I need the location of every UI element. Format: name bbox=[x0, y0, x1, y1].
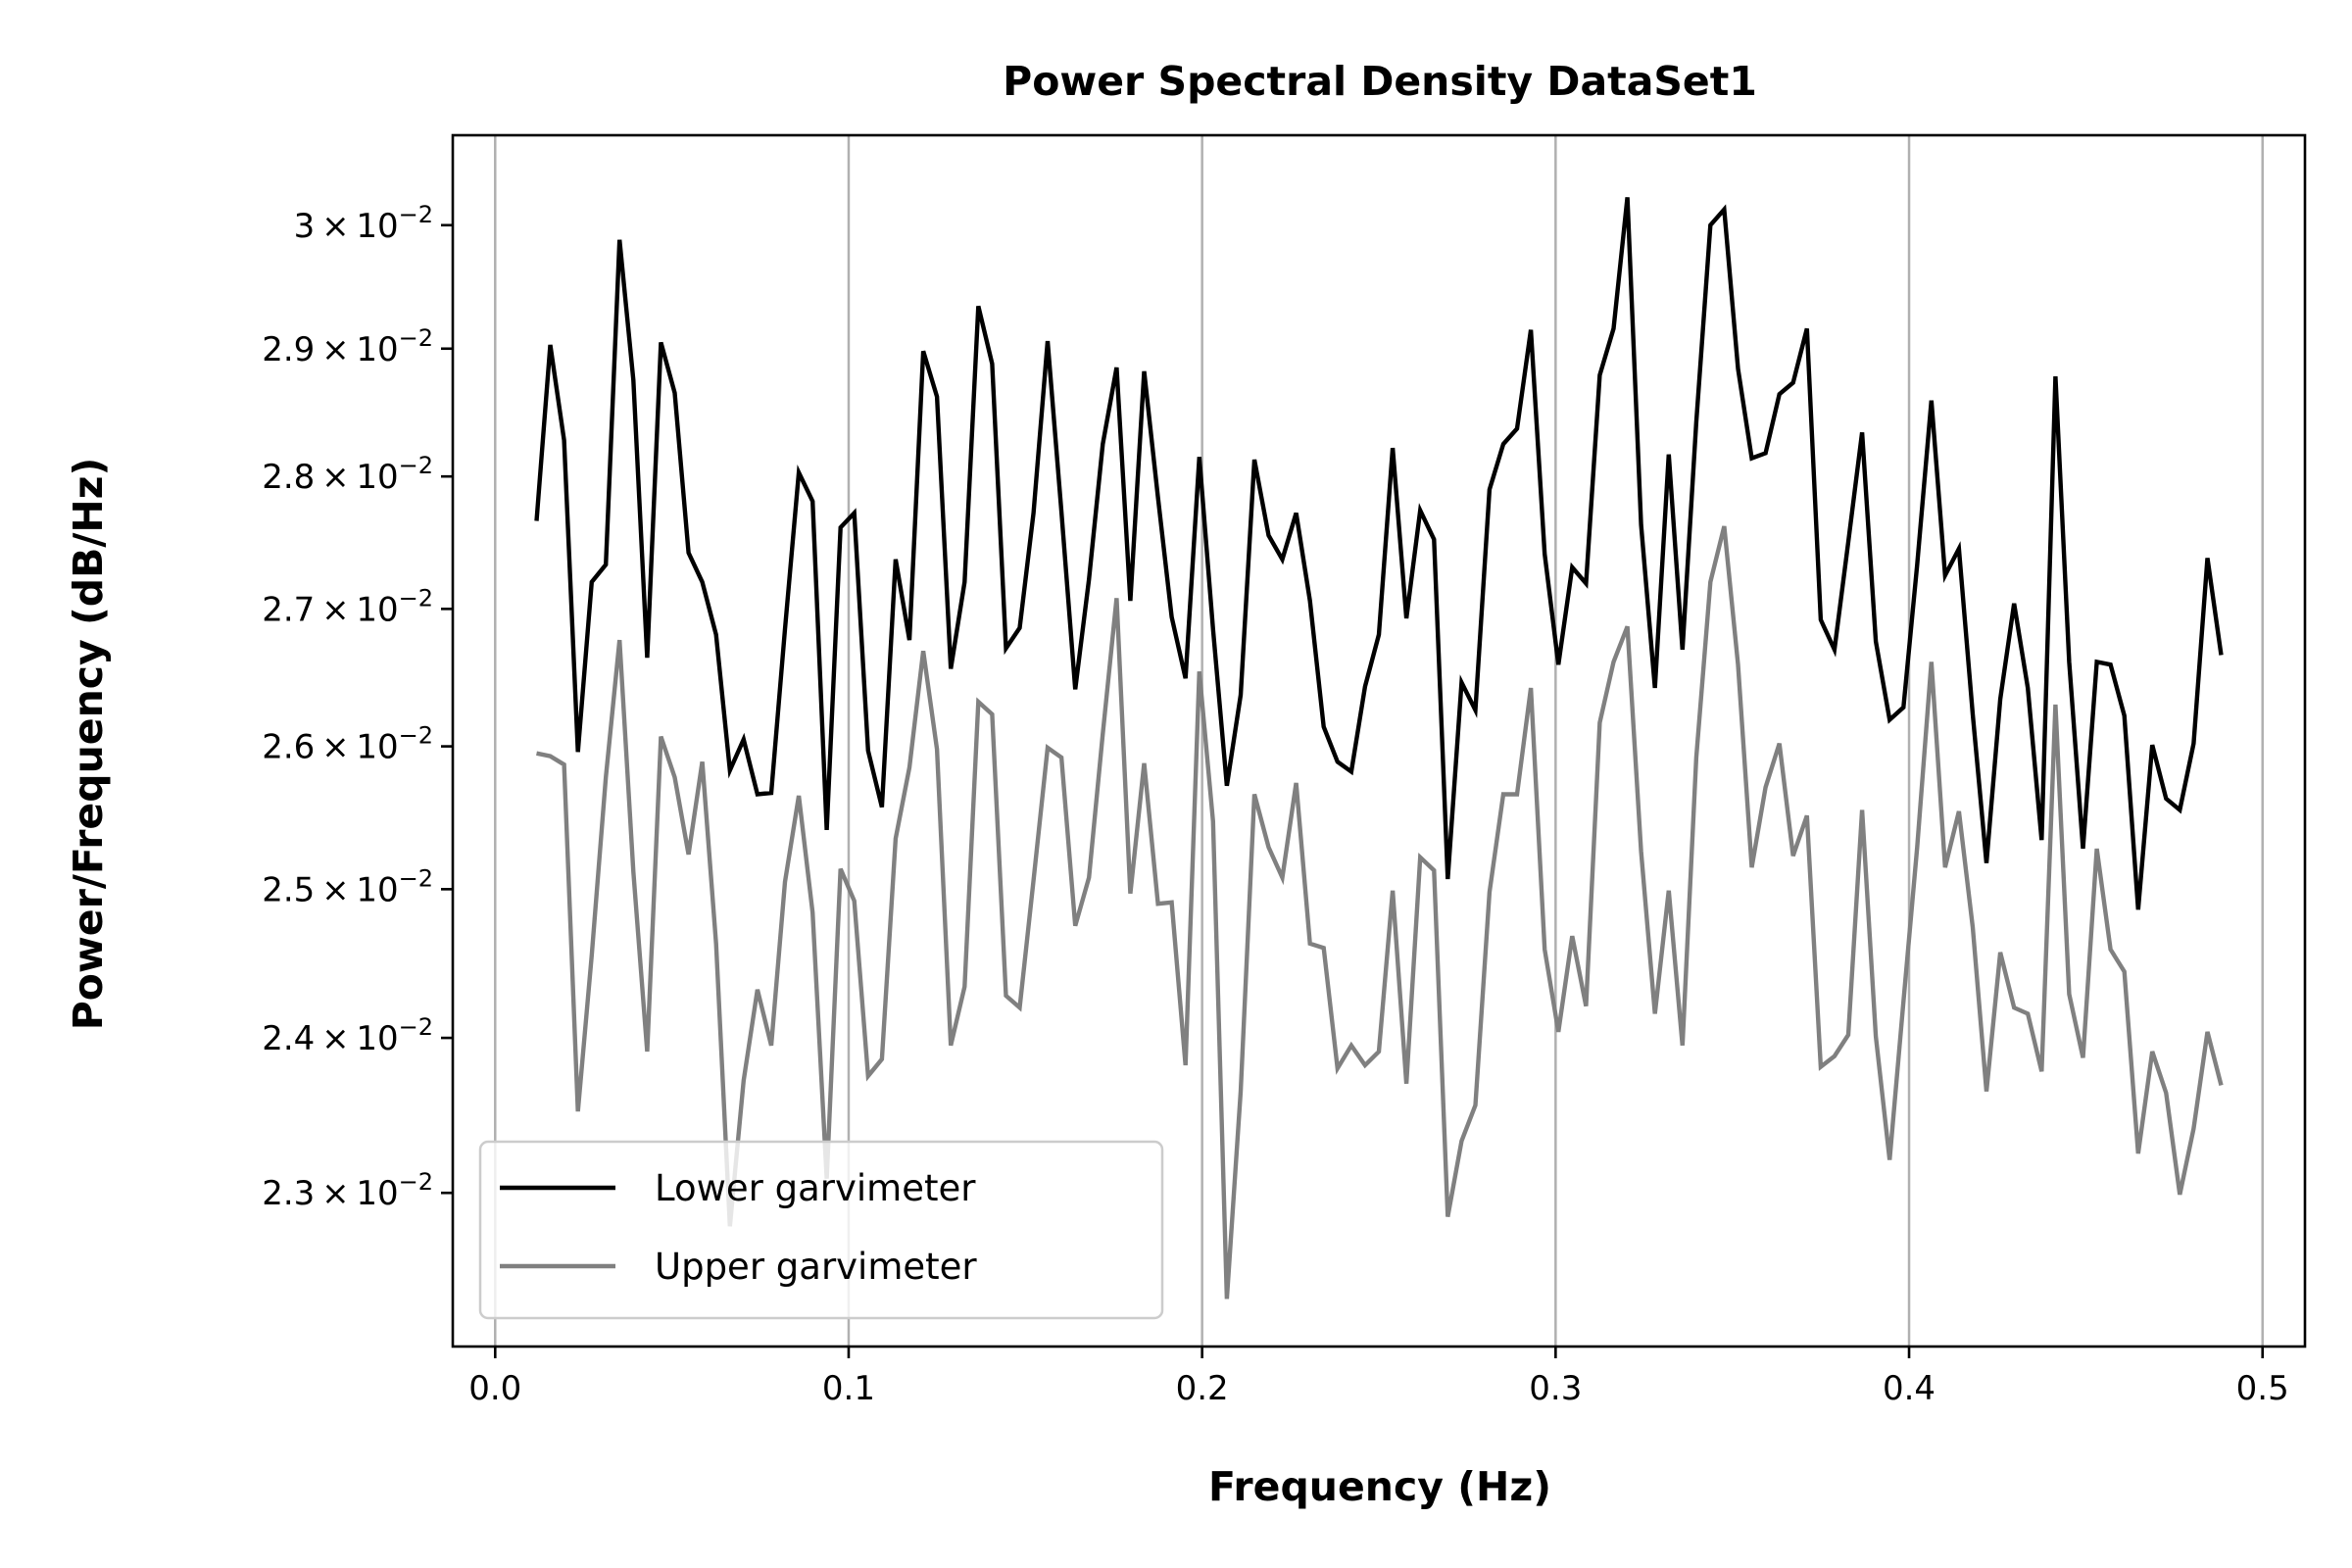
y-tick-label: 2.9 × 10−2 bbox=[262, 324, 433, 369]
legend: Lower garvimeter Upper garvimeter bbox=[478, 1140, 1164, 1320]
series-line-upper-garvimeter bbox=[536, 525, 2224, 1299]
x-tick-label: 0.5 bbox=[2236, 1369, 2289, 1408]
axes-frame bbox=[451, 133, 2307, 1348]
x-axis: 0.0 0.1 0.2 0.3 0.4 0.5 bbox=[468, 1347, 2289, 1408]
y-axis-label: Power/Frequency (dB/Hz) bbox=[65, 458, 112, 1031]
y-tick-label: 3 × 10−2 bbox=[294, 201, 433, 246]
y-tick-label: 2.4 × 10−2 bbox=[262, 1013, 433, 1058]
chart-title: Power Spectral Density DataSet1 bbox=[1003, 58, 1757, 105]
y-axis: 2.3 × 10−2 2.4 × 10−2 2.5 × 10−2 2.6 × 10−2… bbox=[262, 201, 453, 1213]
legend-label: Upper garvimeter bbox=[655, 1246, 977, 1288]
y-tick-label: 2.6 × 10−2 bbox=[262, 722, 433, 767]
y-tick-label: 2.8 × 10−2 bbox=[262, 452, 433, 497]
x-tick-label: 0.3 bbox=[1529, 1369, 1582, 1408]
x-tick-label: 0.0 bbox=[468, 1369, 521, 1408]
x-tick-label: 0.1 bbox=[822, 1369, 875, 1408]
y-tick-label: 2.5 × 10−2 bbox=[262, 864, 433, 909]
grid-lines bbox=[494, 135, 2264, 1347]
x-axis-label: Frequency (Hz) bbox=[1208, 1463, 1551, 1510]
y-tick-label: 2.3 × 10−2 bbox=[262, 1168, 433, 1213]
x-tick-label: 0.2 bbox=[1176, 1369, 1229, 1408]
y-tick-label: 2.7 × 10−2 bbox=[262, 584, 433, 629]
series-lines bbox=[534, 197, 2224, 1299]
series-line-lower-garvimeter bbox=[534, 197, 2224, 910]
x-tick-label: 0.4 bbox=[1883, 1369, 1936, 1408]
legend-box bbox=[478, 1140, 1164, 1320]
legend-label: Lower garvimeter bbox=[655, 1167, 976, 1209]
